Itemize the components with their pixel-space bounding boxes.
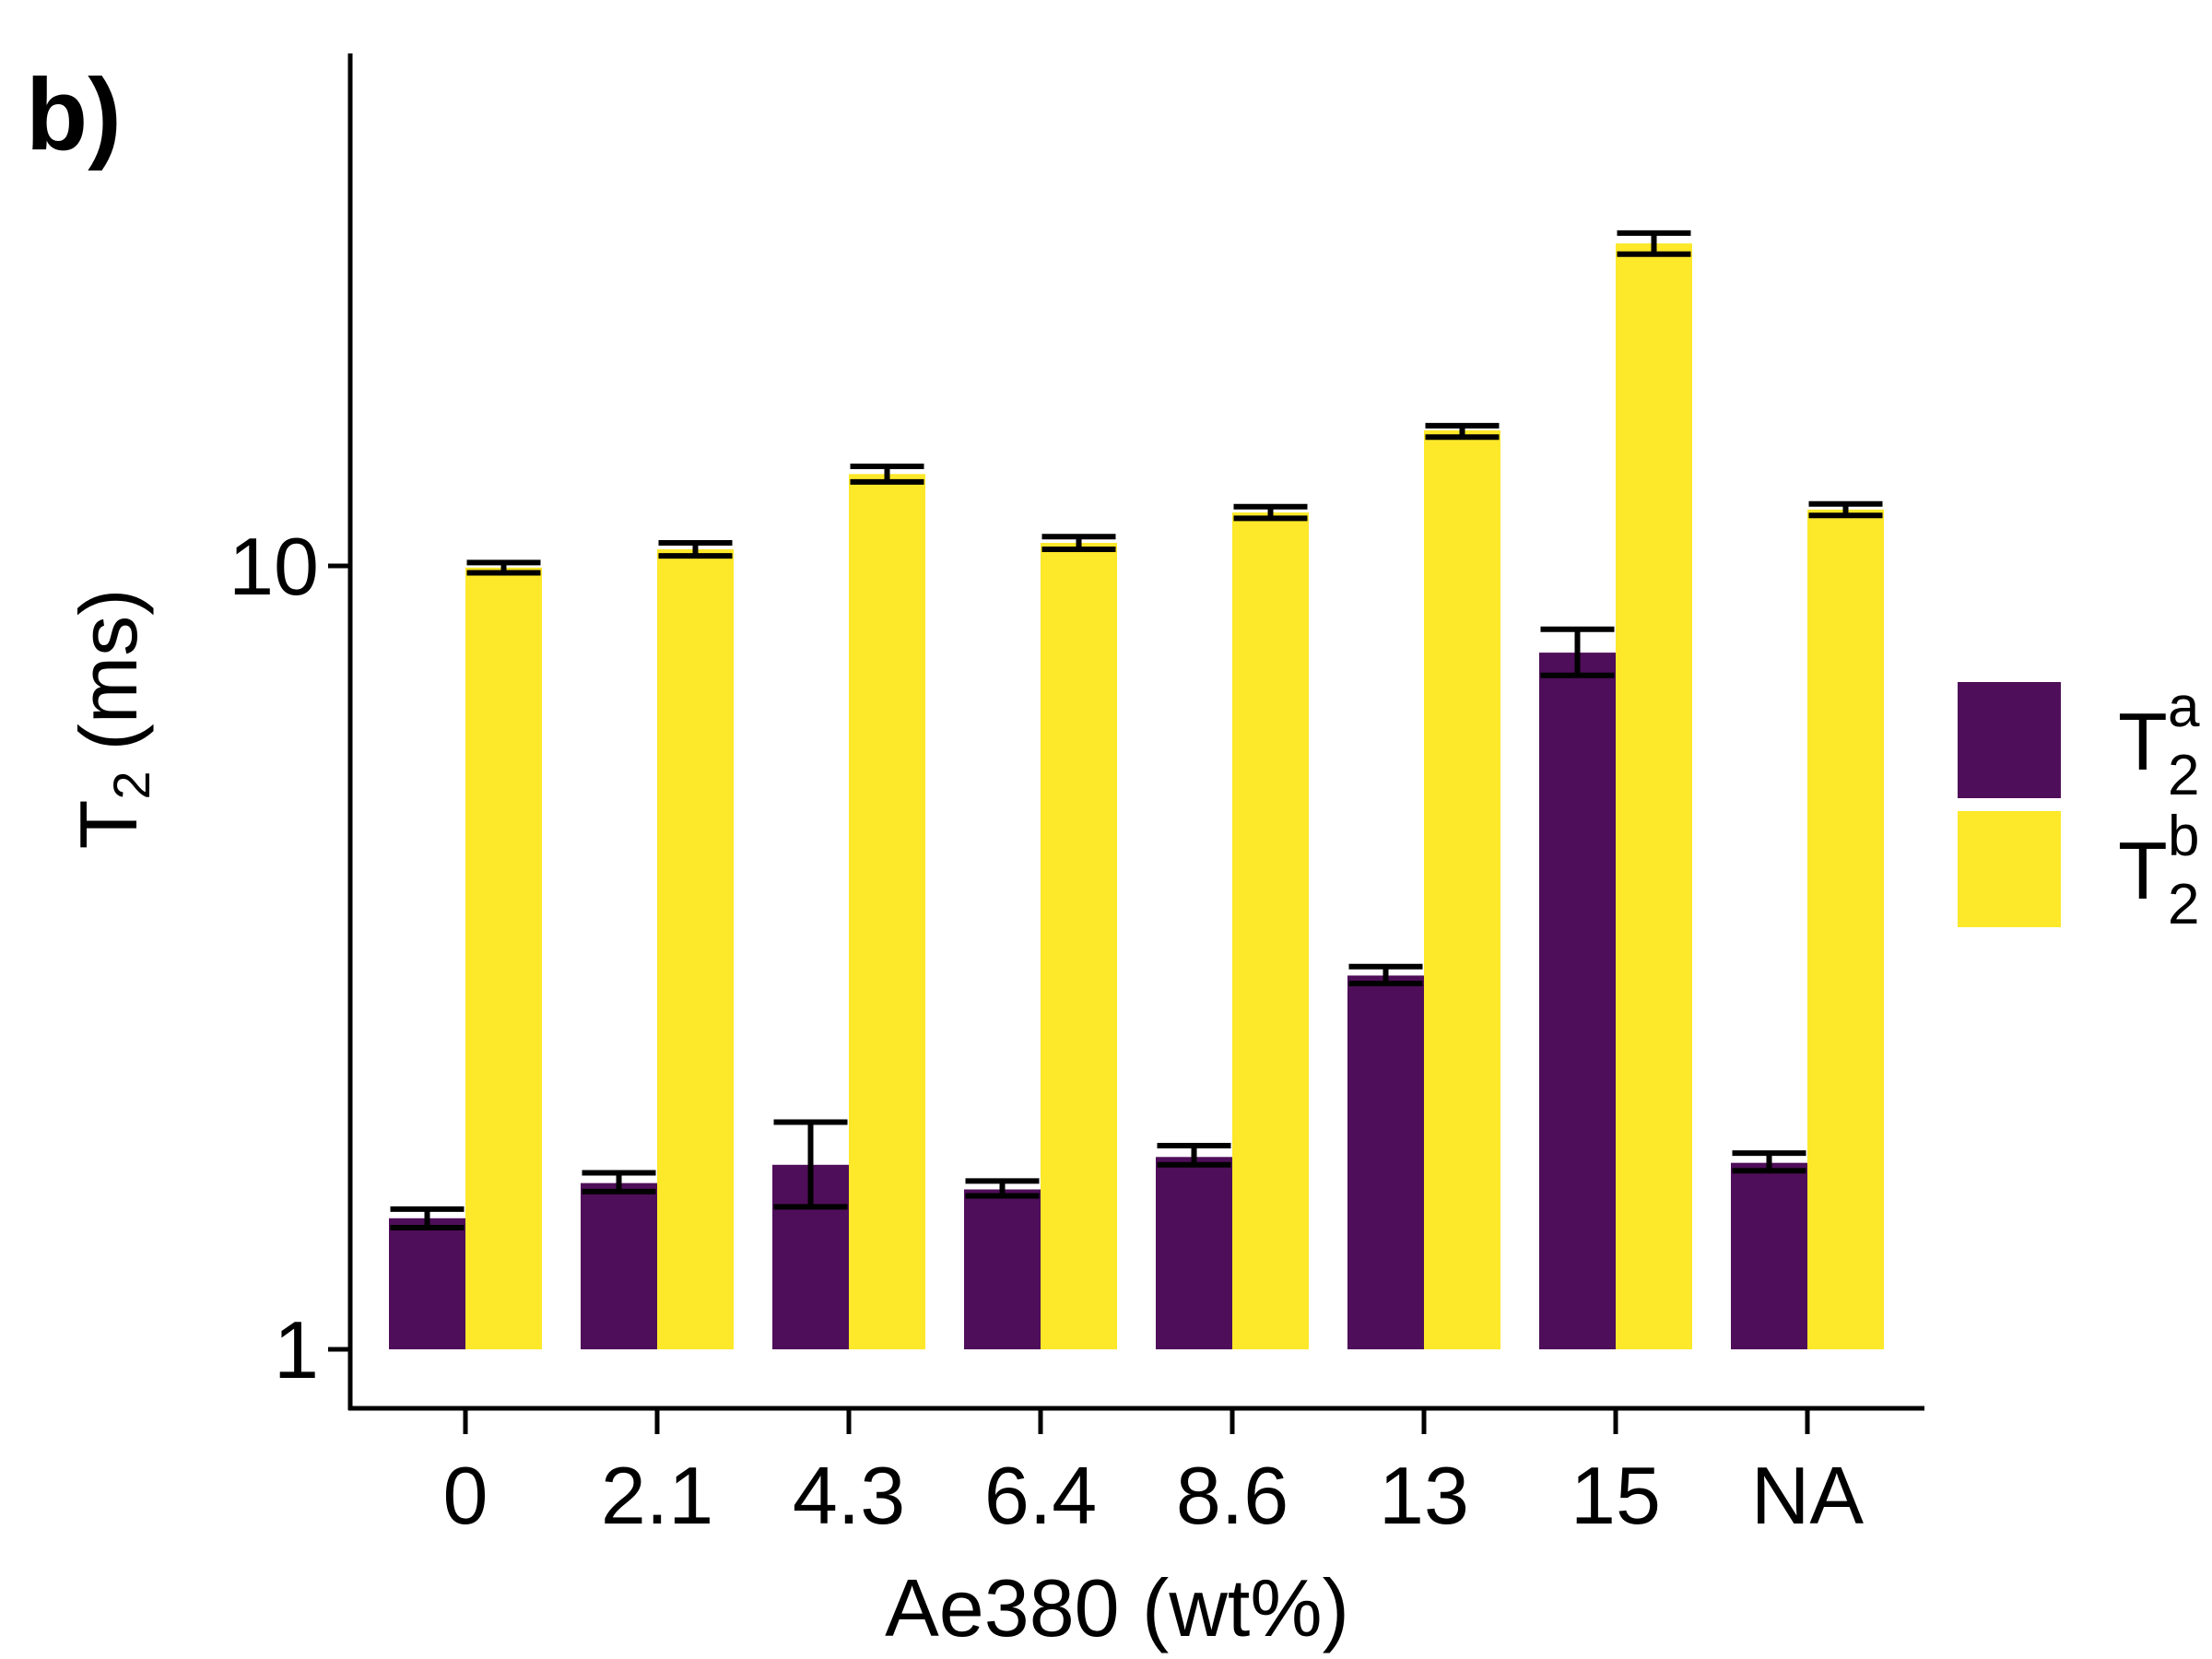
legend-label: Ta 2 bbox=[2118, 676, 2200, 807]
y-axis-title-main: T bbox=[63, 800, 154, 850]
error-bar-b-NA bbox=[1808, 500, 1883, 519]
bar-b-0 bbox=[465, 567, 542, 1349]
bar-a-6.4 bbox=[964, 1189, 1041, 1349]
error-bar-b-2.1 bbox=[658, 540, 733, 559]
x-tick-label: 15 bbox=[1571, 1450, 1661, 1541]
error-bar-b-13 bbox=[1425, 422, 1500, 441]
y-axis-ticks: 1 10 bbox=[229, 521, 350, 1395]
x-tick-label: 8.6 bbox=[1176, 1450, 1288, 1541]
x-tick-label: 4.3 bbox=[793, 1450, 905, 1541]
bar-b-2.1 bbox=[657, 548, 734, 1349]
error-bar-a-0 bbox=[390, 1206, 465, 1230]
legend-key bbox=[1958, 811, 2061, 927]
error-bar-b-6.4 bbox=[1041, 534, 1116, 552]
y-axis-title-unit: (ms) bbox=[63, 589, 154, 751]
bar-a-13 bbox=[1347, 975, 1424, 1349]
bar-a-15 bbox=[1539, 653, 1616, 1349]
x-tick-label: 13 bbox=[1379, 1450, 1469, 1541]
x-tick-label: 2.1 bbox=[601, 1450, 713, 1541]
y-axis-title: T2 (ms) bbox=[63, 589, 160, 850]
error-bar-a-13 bbox=[1348, 963, 1423, 987]
error-bars bbox=[390, 229, 1883, 1230]
x-tick-label: NA bbox=[1751, 1450, 1865, 1541]
error-bar-a-4.3 bbox=[773, 1119, 848, 1210]
y-tick-label: 1 bbox=[274, 1304, 319, 1395]
x-tick-label: 6.4 bbox=[984, 1450, 1097, 1541]
error-bar-a-6.4 bbox=[965, 1178, 1040, 1199]
svg-text:T2(ms): T2 (ms) bbox=[63, 589, 160, 850]
x-tick-label: 0 bbox=[443, 1450, 488, 1541]
x-axis-title: Ae380 (wt%) bbox=[885, 1562, 1349, 1653]
legend: Ta 2Tb 2 bbox=[1958, 676, 2200, 936]
error-bar-b-8.6 bbox=[1233, 503, 1308, 522]
bar-a-0 bbox=[389, 1218, 465, 1349]
legend-item-b: Tb 2 bbox=[1958, 805, 2199, 936]
legend-label: Tb 2 bbox=[2118, 805, 2199, 936]
error-bar-a-2.1 bbox=[582, 1170, 656, 1194]
bar-a-2.1 bbox=[581, 1182, 657, 1349]
bar-b-15 bbox=[1616, 243, 1692, 1349]
bar-a-NA bbox=[1731, 1162, 1807, 1349]
x-axis-ticks: 0 2.1 4.3 6.4 8.6 13 15 NA bbox=[443, 1410, 1865, 1541]
y-tick-label: 10 bbox=[229, 521, 319, 612]
error-bar-a-15 bbox=[1540, 626, 1615, 678]
bar-b-13 bbox=[1424, 429, 1500, 1349]
bar-b-4.3 bbox=[849, 474, 925, 1349]
legend-key bbox=[1958, 682, 2061, 798]
bar-b-NA bbox=[1807, 509, 1884, 1349]
error-bar-b-15 bbox=[1617, 229, 1691, 257]
legend-item-a: Ta 2 bbox=[1958, 676, 2200, 807]
panel-label: b) bbox=[26, 58, 122, 171]
bars bbox=[389, 243, 1884, 1349]
bar-b-6.4 bbox=[1041, 543, 1117, 1349]
y-axis-title-sub: 2 bbox=[102, 771, 160, 800]
bar-b-8.6 bbox=[1232, 512, 1309, 1349]
error-bar-a-NA bbox=[1732, 1150, 1806, 1174]
error-bar-b-4.3 bbox=[850, 463, 924, 485]
error-bar-a-8.6 bbox=[1157, 1142, 1231, 1168]
bar-a-8.6 bbox=[1156, 1157, 1232, 1349]
error-bar-b-0 bbox=[466, 559, 541, 576]
